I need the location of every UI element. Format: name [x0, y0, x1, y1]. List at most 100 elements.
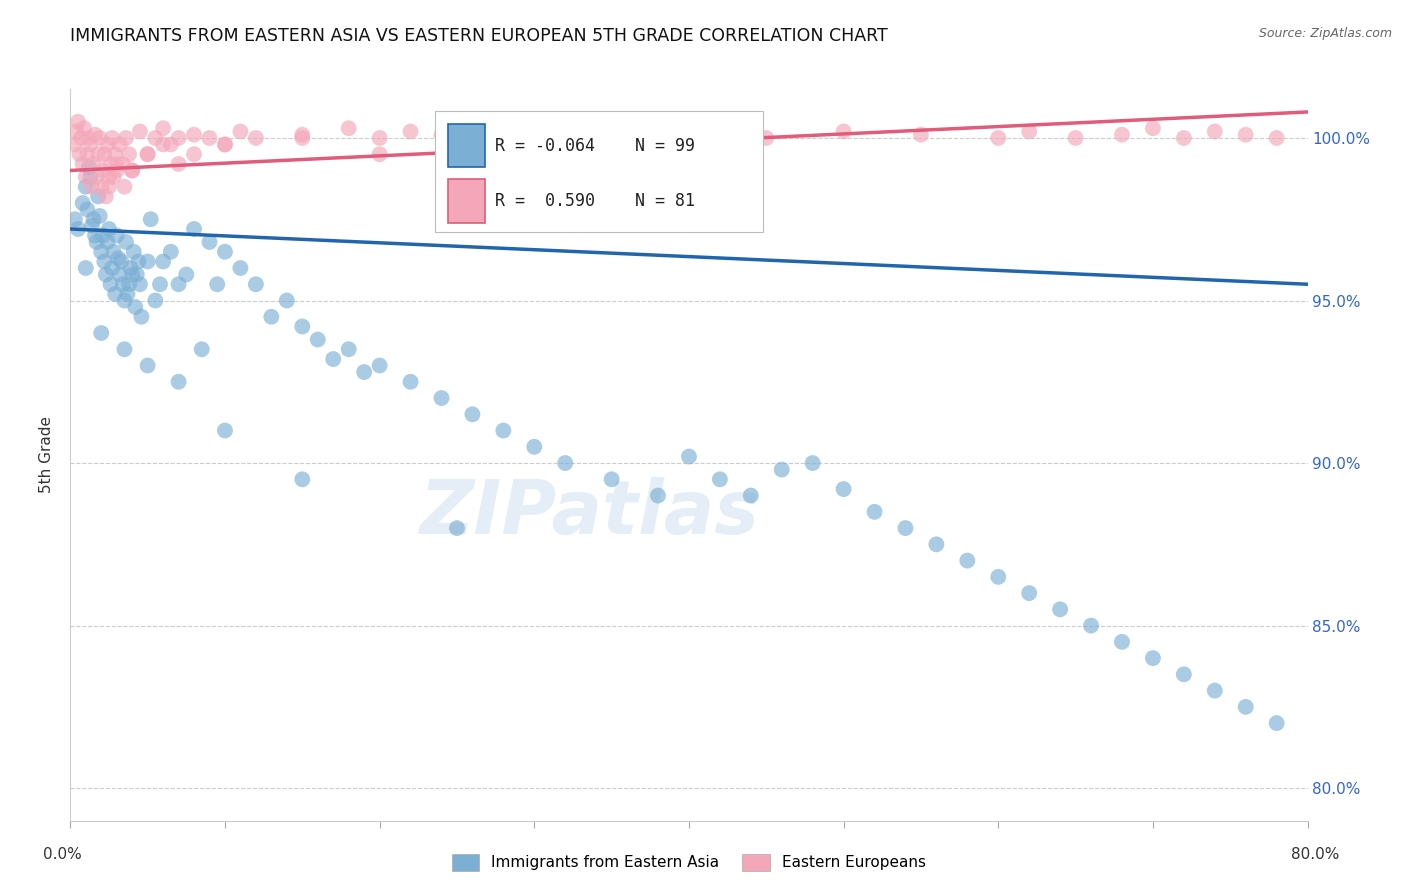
Point: [198, 131, 221, 145]
Point: [76, 147, 98, 161]
Point: [770, 462, 793, 476]
Point: [105, 228, 128, 243]
Point: [96, 137, 118, 152]
Point: [183, 147, 205, 161]
Point: [67, 222, 90, 236]
Point: [122, 244, 145, 259]
Point: [925, 537, 948, 551]
Point: [67, 114, 90, 128]
Point: [80, 179, 103, 194]
Point: [91, 228, 114, 243]
Point: [103, 244, 125, 259]
Point: [124, 300, 146, 314]
Point: [214, 137, 236, 152]
Point: [229, 124, 252, 138]
Point: [125, 268, 148, 282]
Text: Source: ZipAtlas.com: Source: ZipAtlas.com: [1258, 27, 1392, 40]
Point: [90, 179, 112, 194]
Bar: [447, 179, 485, 223]
Point: [65, 124, 87, 138]
Point: [1204, 124, 1226, 138]
Text: 0.0%: 0.0%: [44, 847, 82, 862]
Point: [101, 260, 124, 275]
Point: [492, 424, 515, 438]
Text: IMMIGRANTS FROM EASTERN ASIA VS EASTERN EUROPEAN 5TH GRADE CORRELATION CHART: IMMIGRANTS FROM EASTERN ASIA VS EASTERN …: [70, 27, 889, 45]
Point: [1111, 635, 1133, 649]
Point: [136, 147, 159, 161]
Point: [322, 351, 344, 366]
Point: [1265, 131, 1288, 145]
Point: [75, 260, 97, 275]
Point: [307, 333, 329, 347]
Point: [121, 268, 143, 282]
Point: [832, 124, 855, 138]
Point: [1234, 699, 1257, 714]
Point: [129, 124, 152, 138]
Point: [198, 235, 221, 249]
Point: [72, 196, 94, 211]
Point: [399, 124, 422, 138]
Point: [152, 121, 174, 136]
Point: [1204, 683, 1226, 698]
Point: [86, 169, 108, 184]
Point: [368, 147, 391, 161]
Point: [956, 553, 979, 567]
Point: [114, 293, 135, 308]
Point: [291, 472, 314, 486]
Point: [77, 160, 100, 174]
Point: [740, 489, 762, 503]
Point: [75, 169, 97, 184]
Point: [107, 252, 129, 266]
Point: [77, 131, 100, 145]
Point: [1142, 651, 1164, 665]
Point: [111, 277, 134, 292]
Point: [101, 131, 124, 145]
Point: [87, 189, 110, 203]
Point: [100, 157, 122, 171]
Point: [145, 293, 167, 308]
Point: [79, 169, 101, 184]
Point: [89, 131, 111, 145]
Point: [176, 268, 198, 282]
Point: [111, 157, 134, 171]
Point: [118, 147, 141, 161]
Point: [709, 472, 731, 486]
Point: [105, 157, 128, 171]
Point: [183, 222, 205, 236]
Point: [72, 157, 94, 171]
Point: [832, 482, 855, 496]
Point: [100, 277, 122, 292]
Point: [114, 343, 135, 357]
Point: [89, 209, 111, 223]
Point: [84, 228, 107, 243]
Point: [600, 131, 623, 145]
Point: [98, 179, 120, 194]
Point: [70, 131, 93, 145]
Y-axis label: 5th Grade: 5th Grade: [39, 417, 55, 493]
Point: [399, 375, 422, 389]
Point: [167, 157, 190, 171]
Point: [127, 254, 149, 268]
Point: [430, 391, 453, 405]
Point: [245, 277, 267, 292]
Point: [863, 505, 886, 519]
Point: [1064, 131, 1087, 145]
Point: [214, 137, 236, 152]
Point: [337, 121, 360, 136]
Point: [94, 268, 117, 282]
Point: [600, 157, 623, 171]
Point: [1018, 586, 1040, 600]
Point: [987, 570, 1010, 584]
Point: [131, 310, 153, 324]
Point: [353, 365, 375, 379]
Point: [117, 287, 139, 301]
Point: [82, 157, 105, 171]
Text: 80.0%: 80.0%: [1291, 847, 1340, 862]
Point: [523, 121, 546, 136]
Text: ZIPatlas: ZIPatlas: [420, 477, 761, 550]
Point: [647, 489, 669, 503]
Point: [98, 222, 120, 236]
Point: [446, 521, 468, 535]
Point: [1234, 128, 1257, 142]
Point: [76, 202, 98, 217]
